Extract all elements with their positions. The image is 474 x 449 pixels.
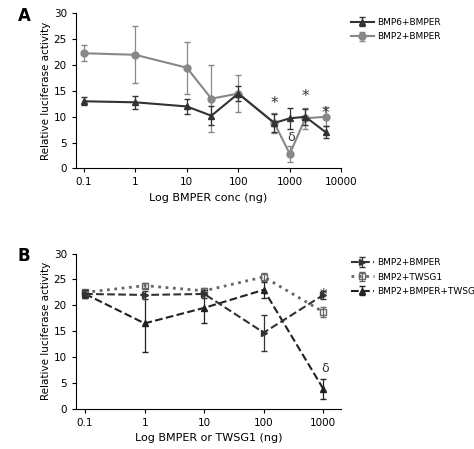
Y-axis label: Relative luciferase activity: Relative luciferase activity xyxy=(41,22,51,160)
X-axis label: Log BMPER or TWSG1 (ng): Log BMPER or TWSG1 (ng) xyxy=(135,433,283,443)
Text: *: * xyxy=(271,96,278,110)
Text: δ: δ xyxy=(321,362,328,375)
Text: *: * xyxy=(319,288,327,303)
Text: *: * xyxy=(301,89,309,104)
Legend: BMP2+BMPER, BMP2+TWSG1, BMP2+BMPER+TWSG1: BMP2+BMPER, BMP2+TWSG1, BMP2+BMPER+TWSG1 xyxy=(351,258,474,296)
Text: B: B xyxy=(18,247,30,265)
X-axis label: Log BMPER conc (ng): Log BMPER conc (ng) xyxy=(149,193,268,203)
Text: A: A xyxy=(18,7,30,25)
Y-axis label: Relative luciferase activity: Relative luciferase activity xyxy=(41,262,51,400)
Text: δ: δ xyxy=(287,131,295,144)
Text: *: * xyxy=(322,106,329,121)
Legend: BMP6+BMPER, BMP2+BMPER: BMP6+BMPER, BMP2+BMPER xyxy=(351,18,441,41)
